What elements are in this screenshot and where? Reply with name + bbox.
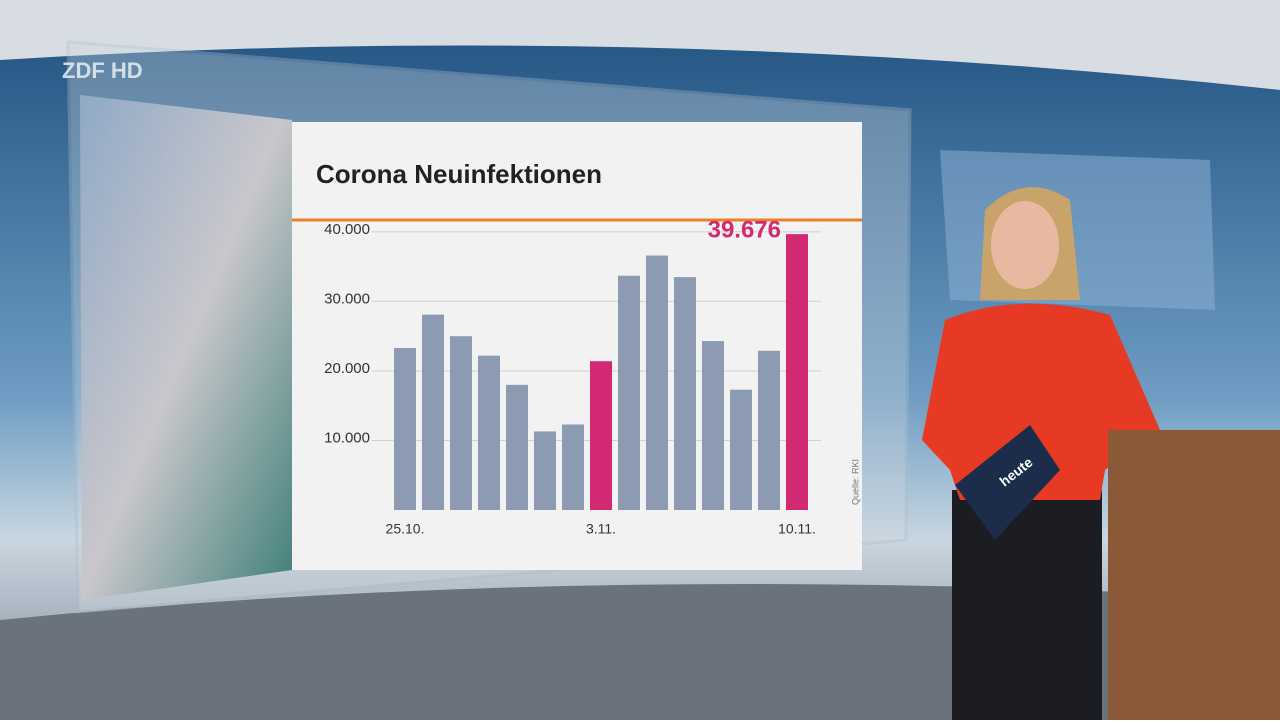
bar [646, 255, 668, 510]
y-tick-label: 40.000 [324, 221, 370, 238]
bar [786, 234, 808, 510]
tablet [955, 425, 1060, 540]
x-tick-label: 10.11. [778, 521, 816, 537]
bar [422, 314, 444, 510]
bar [590, 361, 612, 510]
trousers [952, 490, 1102, 720]
bar [506, 384, 528, 510]
y-tick-label: 30.000 [324, 290, 370, 307]
chart: 10.000 20.000 30.000 40.000 25.10. 3.11. 10.11… [324, 217, 821, 537]
ceiling [0, 0, 1280, 90]
desk [1108, 430, 1280, 720]
bar [394, 348, 416, 510]
x-tick-label: 25.10. [386, 521, 425, 537]
bar [758, 350, 780, 510]
bar [730, 389, 752, 510]
chart-title: Corona Neuinfektionen [316, 159, 602, 189]
bar [618, 275, 640, 510]
bar [450, 336, 472, 510]
bar [534, 431, 556, 510]
source-note: Quelle: RKI [850, 459, 860, 505]
bar [478, 355, 500, 510]
photo [80, 95, 292, 600]
x-tick-label: 3.11. [586, 521, 616, 537]
y-tick-label: 20.000 [324, 360, 370, 377]
channel-logo: ZDF HD [62, 58, 143, 83]
bar [562, 424, 584, 510]
bar [674, 277, 696, 510]
blouse [922, 303, 1160, 500]
bar [702, 341, 724, 510]
face [991, 201, 1059, 289]
y-tick-label: 10.000 [324, 429, 370, 446]
value-label: 39.676 [708, 217, 781, 244]
presenter: heute [922, 187, 1280, 720]
